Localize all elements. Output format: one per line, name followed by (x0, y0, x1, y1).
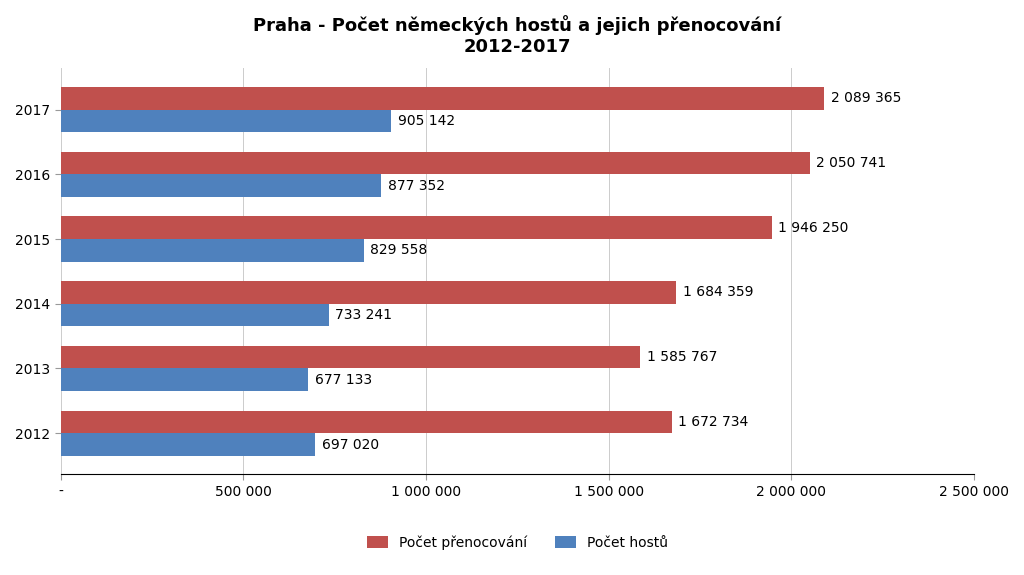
Bar (60, 433, 315, 456)
Text: 697 020: 697 020 (322, 438, 379, 451)
Text: 1 946 250: 1 946 250 (778, 221, 849, 235)
Text: 1 672 734: 1 672 734 (678, 415, 749, 429)
Bar (60, 369, 308, 391)
Bar (60, 411, 672, 433)
Bar (60, 110, 391, 132)
Bar (60, 281, 676, 304)
Text: 877 352: 877 352 (388, 179, 444, 193)
Bar (60, 87, 824, 110)
Text: 2 089 365: 2 089 365 (830, 91, 901, 105)
Bar (60, 239, 364, 262)
Text: 1 684 359: 1 684 359 (683, 285, 753, 300)
Bar (60, 304, 329, 327)
Bar (60, 174, 381, 197)
Text: 829 558: 829 558 (371, 243, 428, 258)
Bar (60, 346, 640, 369)
Text: 2 050 741: 2 050 741 (816, 156, 887, 170)
Legend: Počet přenocování, Počet hostů: Počet přenocování, Počet hostů (361, 530, 674, 555)
Text: 1 585 767: 1 585 767 (646, 350, 717, 364)
Bar (60, 216, 772, 239)
Text: 905 142: 905 142 (398, 114, 455, 128)
Text: 733 241: 733 241 (335, 308, 392, 322)
Text: 677 133: 677 133 (314, 373, 372, 387)
Title: Praha - Počet německých hostů a jejich přenocování
2012-2017: Praha - Počet německých hostů a jejich p… (253, 15, 781, 56)
Bar (60, 152, 810, 174)
